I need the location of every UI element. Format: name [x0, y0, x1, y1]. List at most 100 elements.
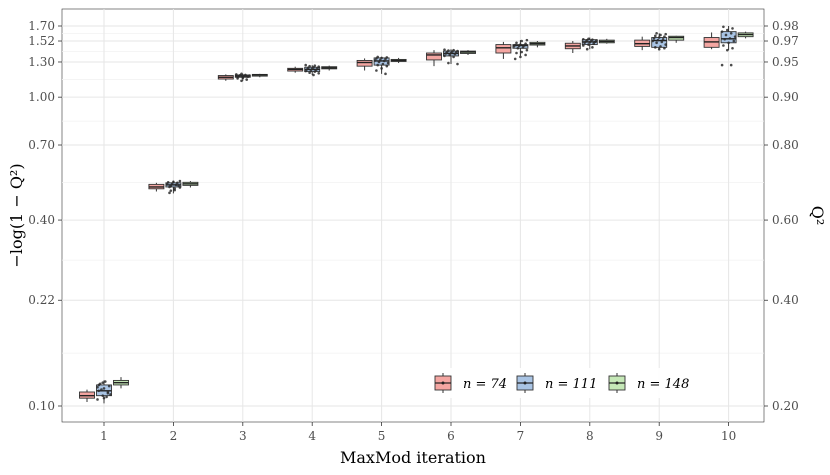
data-point — [659, 45, 662, 48]
data-point — [525, 38, 529, 42]
data-point — [664, 32, 667, 36]
data-point — [652, 37, 656, 40]
data-point — [168, 185, 171, 189]
data-point — [176, 181, 179, 185]
data-point — [97, 389, 101, 393]
data-point — [724, 33, 728, 37]
data-point — [304, 63, 308, 67]
x-tick-label: 4 — [308, 429, 316, 443]
data-point — [591, 38, 594, 41]
right-tick-label: 0.97 — [772, 34, 799, 48]
data-point — [664, 43, 667, 46]
data-point — [656, 38, 660, 42]
right-tick-label: 0.98 — [772, 19, 799, 33]
x-axis-title: MaxMod iteration — [340, 448, 486, 467]
data-point — [657, 36, 661, 39]
right-tick-label: 0.90 — [772, 90, 799, 104]
data-point — [245, 78, 248, 81]
data-point — [443, 48, 446, 51]
data-point — [520, 50, 523, 54]
data-point — [587, 37, 590, 41]
data-point — [376, 63, 380, 67]
data-point — [524, 53, 527, 57]
data-point — [663, 35, 666, 38]
x-tick-label: 2 — [170, 429, 178, 443]
data-point — [729, 63, 733, 67]
right-tick-label: 0.20 — [772, 399, 799, 413]
data-point — [169, 189, 173, 192]
data-point — [654, 34, 657, 38]
data-point — [385, 56, 389, 59]
data-point — [379, 58, 382, 62]
data-point — [592, 42, 595, 45]
axes: 0.10 0.22 0.40 0.70 1.00 1.30 1.521.70 0.20 0.40… — [7, 19, 827, 467]
left-tick-label: 1.30 — [28, 55, 55, 69]
data-point — [97, 383, 101, 387]
x-tick-label: 1 — [100, 429, 108, 443]
right-tick-label: 0.95 — [772, 55, 799, 69]
data-point — [456, 62, 459, 66]
data-point — [165, 183, 169, 186]
data-point — [587, 43, 590, 46]
legend-background — [412, 368, 702, 398]
data-point — [582, 37, 585, 41]
data-point — [654, 46, 657, 49]
data-point — [655, 41, 658, 45]
left-tick-label: 1.00 — [28, 90, 55, 104]
data-point — [521, 46, 525, 49]
data-point — [516, 46, 520, 50]
legend-label: n = 148 — [637, 377, 689, 392]
data-point — [720, 63, 724, 67]
data-point — [375, 69, 378, 72]
data-point — [380, 56, 383, 60]
data-point — [731, 46, 734, 50]
data-point — [240, 72, 243, 76]
data-point — [722, 25, 725, 29]
data-point — [520, 39, 523, 43]
data-point — [513, 43, 517, 47]
data-point — [384, 72, 387, 76]
data-point — [723, 37, 726, 41]
data-point — [657, 47, 661, 51]
data-point — [101, 394, 104, 397]
data-point — [726, 28, 729, 32]
data-point — [515, 41, 518, 45]
y-axis-title-right: Q² — [808, 206, 827, 226]
data-point — [104, 380, 107, 383]
data-point — [447, 49, 450, 52]
data-point — [312, 73, 315, 77]
data-point — [178, 179, 182, 183]
data-point — [661, 37, 665, 41]
data-point — [240, 79, 243, 83]
data-point — [585, 47, 589, 51]
data-point — [595, 39, 598, 42]
data-point — [728, 37, 732, 40]
data-point — [591, 46, 594, 49]
data-point — [523, 44, 526, 47]
boxes — [79, 25, 754, 404]
data-point — [655, 31, 658, 35]
box — [356, 59, 373, 67]
data-point — [102, 387, 106, 390]
data-point — [722, 44, 725, 47]
data-point — [308, 71, 311, 75]
data-point — [308, 64, 311, 68]
data-point — [178, 186, 182, 189]
data-point — [168, 191, 171, 195]
data-point — [380, 67, 383, 70]
data-point — [732, 39, 736, 43]
data-point — [456, 49, 459, 53]
data-point — [376, 55, 380, 59]
data-point — [386, 61, 390, 65]
right-tick-label: 0.60 — [772, 213, 799, 227]
data-point — [733, 35, 737, 38]
right-tick-label: 0.80 — [772, 138, 799, 152]
data-point — [382, 59, 386, 63]
data-point — [166, 181, 170, 184]
data-point — [317, 65, 321, 69]
data-point — [731, 27, 734, 30]
data-point — [107, 384, 111, 388]
legend-key-point — [615, 381, 619, 385]
data-point — [659, 33, 662, 37]
